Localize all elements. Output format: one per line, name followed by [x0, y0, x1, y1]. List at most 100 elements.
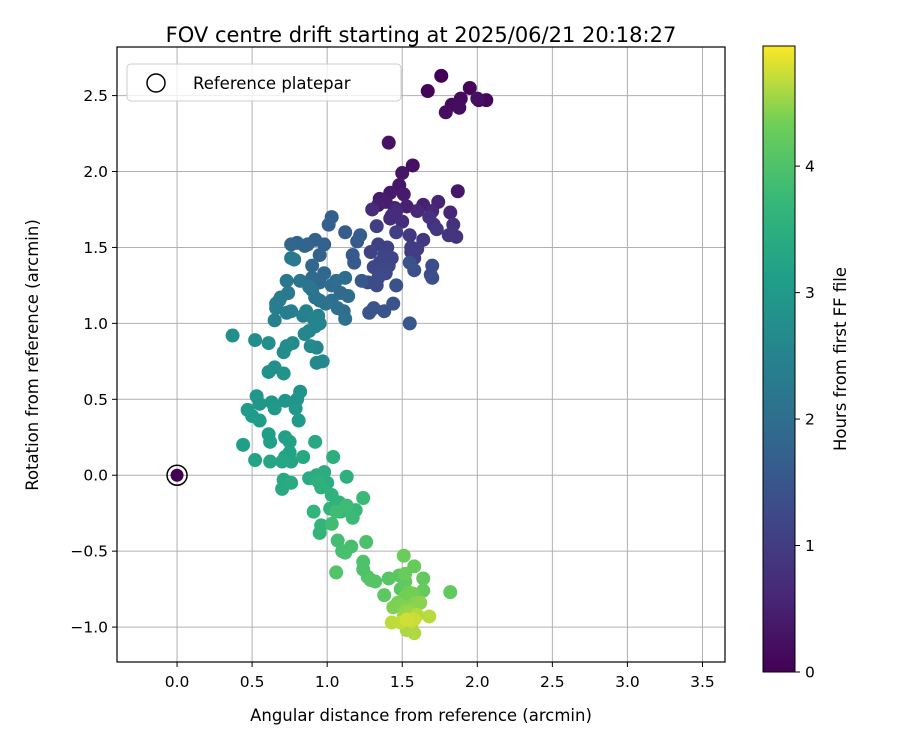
data-point [362, 305, 377, 320]
colorbar-tick-label: 3 [805, 284, 815, 302]
data-point [396, 187, 411, 202]
data-point [399, 612, 414, 627]
data-point [263, 454, 278, 469]
colorbar-tick-label: 1 [805, 537, 815, 555]
y-tick-label: −0.5 [70, 543, 108, 561]
data-point [339, 469, 354, 484]
colorbar-tick-label: 4 [805, 158, 815, 176]
data-point [261, 336, 276, 351]
x-tick-label: 0.5 [240, 673, 265, 691]
data-point [276, 345, 291, 360]
data-point [284, 475, 299, 490]
chart-title: FOV centre drift starting at 2025/06/21 … [166, 23, 677, 47]
data-point [248, 333, 263, 348]
colorbar-tick-label: 0 [805, 664, 815, 682]
y-tick-label: −1.0 [70, 619, 108, 637]
colorbar: 0 1 2 3 4 Hours from first FF file [762, 45, 850, 682]
data-point [425, 270, 440, 285]
data-point [389, 225, 404, 240]
data-point [377, 588, 392, 603]
reference-point-marker [166, 464, 188, 486]
data-point [345, 248, 360, 263]
data-point [309, 355, 324, 370]
data-point [252, 396, 267, 411]
data-point [407, 626, 422, 641]
data-point [365, 202, 380, 217]
data-point [339, 498, 354, 513]
data-point [338, 225, 353, 240]
data-point [341, 289, 356, 304]
data-point [305, 258, 320, 273]
data-point [267, 313, 282, 328]
data-point [306, 504, 321, 519]
data-point [329, 273, 344, 288]
data-point [389, 278, 404, 293]
data-point [261, 427, 276, 442]
data-point [236, 437, 251, 452]
data-point [416, 571, 431, 586]
data-point [297, 327, 312, 341]
x-tick-label: 3.5 [690, 673, 715, 691]
data-point [462, 81, 477, 95]
y-tick-label: 1.0 [83, 315, 108, 333]
data-point [288, 401, 303, 416]
colorbar-ticks: 0 1 2 3 4 [795, 158, 815, 682]
data-point [345, 510, 360, 525]
x-tick-label: 1.5 [390, 673, 415, 691]
x-tick-label: 2.0 [465, 673, 490, 691]
data-point [381, 135, 396, 150]
data-point [330, 533, 345, 548]
legend-box [126, 63, 402, 102]
data-point [225, 328, 240, 343]
data-point [312, 248, 327, 263]
data-point [275, 454, 290, 469]
data-point [338, 311, 353, 326]
data-point [269, 301, 284, 316]
data-point [321, 217, 336, 232]
data-point [279, 305, 294, 320]
x-tick-label: 1.0 [315, 673, 340, 691]
data-point [248, 453, 263, 468]
y-tick-label: 0.0 [83, 467, 108, 485]
data-point [395, 214, 410, 229]
data-point [324, 516, 339, 531]
y-tick-label: 0.5 [83, 391, 108, 409]
data-point [330, 301, 345, 316]
colorbar-gradient [762, 45, 796, 673]
data-point [312, 525, 327, 540]
data-point [396, 548, 411, 563]
x-axis-label: Angular distance from reference (arcmin) [250, 706, 592, 725]
data-point [369, 219, 384, 234]
x-tick-label: 3.0 [615, 673, 640, 691]
data-point [293, 273, 308, 288]
data-point [284, 237, 299, 252]
data-point [252, 413, 267, 428]
y-tick-label: 2.5 [83, 87, 108, 105]
data-point [356, 491, 371, 505]
data-point [366, 260, 381, 275]
data-point [359, 535, 374, 550]
data-point [422, 210, 437, 225]
y-tick-label: 1.5 [83, 239, 108, 257]
data-point [450, 184, 465, 199]
data-point [363, 245, 378, 259]
data-point [267, 401, 282, 416]
data-point [441, 228, 456, 243]
data-point [434, 68, 449, 83]
data-point [410, 241, 425, 256]
data-point [314, 480, 329, 495]
x-tick-label: 2.5 [540, 673, 565, 691]
data-point [353, 228, 368, 243]
y-axis-label: Rotation from reference (arcmin) [23, 219, 42, 491]
data-point [410, 204, 425, 218]
data-points [166, 68, 494, 641]
data-point [405, 158, 420, 173]
axis-ticks: 0.0 0.5 1.0 1.5 2.0 2.5 3.0 3.5 −1.0 −0.5 0.0 0.5 1.… [70, 87, 714, 691]
data-point [384, 208, 399, 223]
data-point [381, 571, 396, 586]
data-point [303, 339, 318, 354]
data-point [329, 504, 344, 519]
data-point [296, 450, 311, 464]
data-point [261, 364, 276, 379]
